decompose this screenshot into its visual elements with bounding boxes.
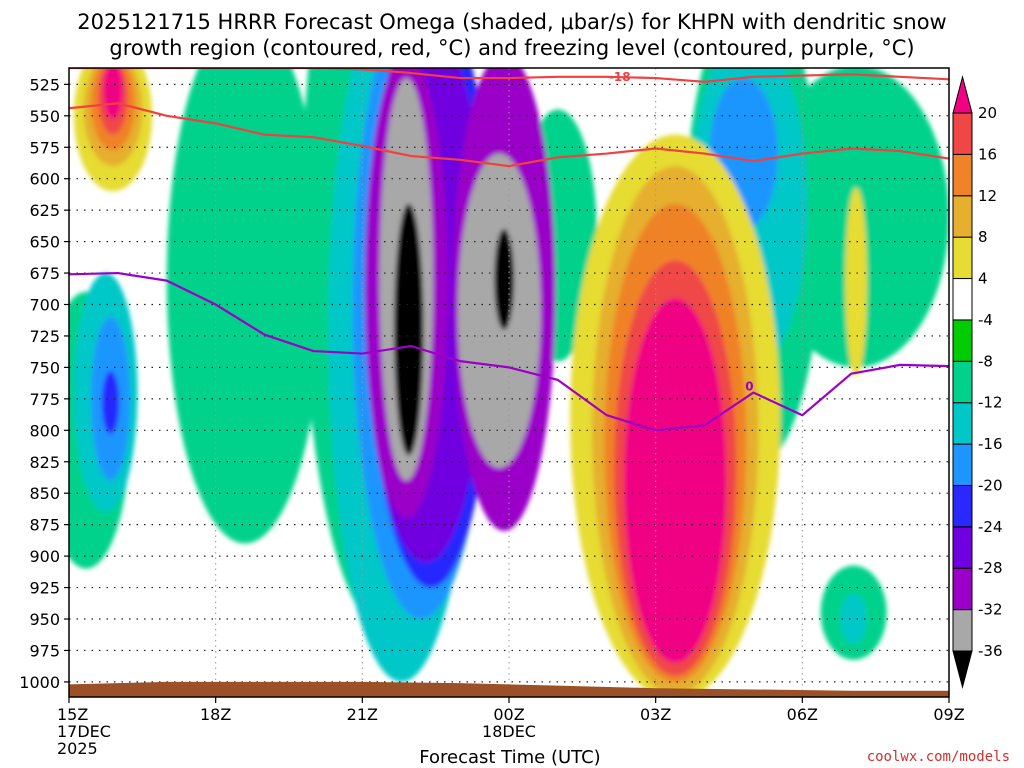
colorbar-segment: [952, 236, 973, 280]
colorbar-tick-label: -24: [978, 518, 1003, 536]
colorbar-tick-label: -8: [978, 352, 993, 370]
omega-cell: [102, 371, 120, 435]
grid-lines: [69, 68, 949, 697]
x-tick-label: 00Z: [493, 705, 524, 724]
colorbar-arrow-top: [952, 75, 973, 114]
colorbar-segment: [952, 609, 973, 652]
y-tick-label: 750: [29, 358, 60, 377]
y-tick-label: 775: [29, 390, 60, 409]
terrain-fill: [69, 681, 949, 697]
omega-cell: [845, 187, 868, 377]
y-axis: 525 550 575 600 625 650 675 700 725 750 775 800 825 8…: [19, 75, 69, 692]
omega-shaded-field: [69, 68, 949, 697]
y-tick-label: 725: [29, 327, 60, 346]
colorbar-tick-label: 20: [978, 104, 997, 122]
colorbar-segment: [952, 484, 973, 528]
x-tick-label: 2025: [57, 739, 98, 758]
y-tick-label: 900: [29, 547, 60, 566]
omega-cell: [840, 593, 868, 645]
y-tick-label: 550: [29, 107, 60, 126]
contour-line: [69, 102, 949, 168]
chart-title: 2025121715 HRRR Forecast Omega (shaded, …: [77, 10, 946, 34]
omega-cell: [166, 68, 324, 544]
terrain-layer: [69, 681, 949, 697]
y-tick-label: 625: [29, 201, 60, 220]
colorbar-tick-label: -32: [978, 601, 1003, 619]
colorbar-segment: [952, 195, 973, 238]
x-tick-label: 09Z: [933, 705, 964, 724]
colorbar-segment: [952, 526, 973, 569]
omega-cell: [494, 229, 514, 330]
colorbar: -36 -32 -28 -24 -20 -16 -12 -8 -4 4 8 12 16 20: [952, 75, 1003, 689]
colorbar-tick-label: 16: [978, 145, 997, 163]
contour-line: [69, 68, 949, 83]
y-tick-label: 700: [29, 296, 60, 315]
colorbar-tick-label: -28: [978, 559, 1003, 577]
x-tick-label: 17DEC: [57, 722, 111, 741]
y-tick-label: 875: [29, 516, 60, 535]
omega-cell: [623, 298, 727, 664]
omega-cell: [103, 68, 123, 119]
contour-lines: -18 0: [69, 68, 949, 432]
y-tick-label: 825: [29, 453, 60, 472]
y-tick-label: 800: [29, 421, 60, 440]
x-tick-label: 06Z: [787, 705, 818, 724]
contour-line: [69, 271, 949, 432]
credit-text: coolwx.com/models: [867, 749, 1010, 765]
y-tick-label: 675: [29, 264, 60, 283]
colorbar-segment: [952, 319, 973, 362]
y-tick-label: 525: [29, 75, 60, 94]
colorbar-tick-label: 8: [978, 228, 988, 246]
omega-cell: [394, 203, 424, 456]
y-tick-label: 975: [29, 641, 60, 660]
contour-label: 0: [745, 380, 753, 394]
colorbar-tick-label: 4: [978, 270, 988, 288]
y-tick-label: 600: [29, 170, 60, 189]
plot-area: -18 0: [69, 68, 949, 697]
chart-title-line2: growth region (contoured, red, °C) and f…: [109, 36, 914, 60]
colorbar-tick-label: -4: [978, 311, 993, 329]
colorbar-segment: [952, 153, 973, 197]
x-tick-label: 15Z: [57, 705, 88, 724]
colorbar-tick-label: -36: [978, 642, 1003, 660]
y-tick-label: 575: [29, 138, 60, 157]
colorbar-tick-label: -12: [978, 394, 1003, 412]
y-tick-label: 1000: [19, 673, 60, 692]
x-tick-label: 18DEC: [482, 722, 536, 741]
colorbar-segment: [952, 112, 973, 155]
y-tick-label: 650: [29, 233, 60, 252]
y-tick-label: 950: [29, 610, 60, 629]
y-tick-label: 925: [29, 579, 60, 598]
contour-label: -18: [609, 70, 631, 84]
colorbar-tick-label: -16: [978, 435, 1003, 453]
x-tick-label: 21Z: [347, 705, 378, 724]
colorbar-segment: [952, 360, 973, 404]
colorbar-segment: [952, 278, 973, 321]
colorbar-segment: [952, 567, 973, 611]
x-axis-label: Forecast Time (UTC): [419, 747, 600, 768]
colorbar-tick-label: -20: [978, 476, 1003, 494]
colorbar-segment: [952, 402, 973, 445]
colorbar-segment: [952, 443, 973, 486]
x-tick-label: 18Z: [200, 705, 231, 724]
colorbar-arrow-bottom: [952, 650, 973, 689]
y-tick-label: 850: [29, 484, 60, 503]
x-tick-label: 03Z: [640, 705, 671, 724]
colorbar-tick-label: 12: [978, 187, 997, 205]
